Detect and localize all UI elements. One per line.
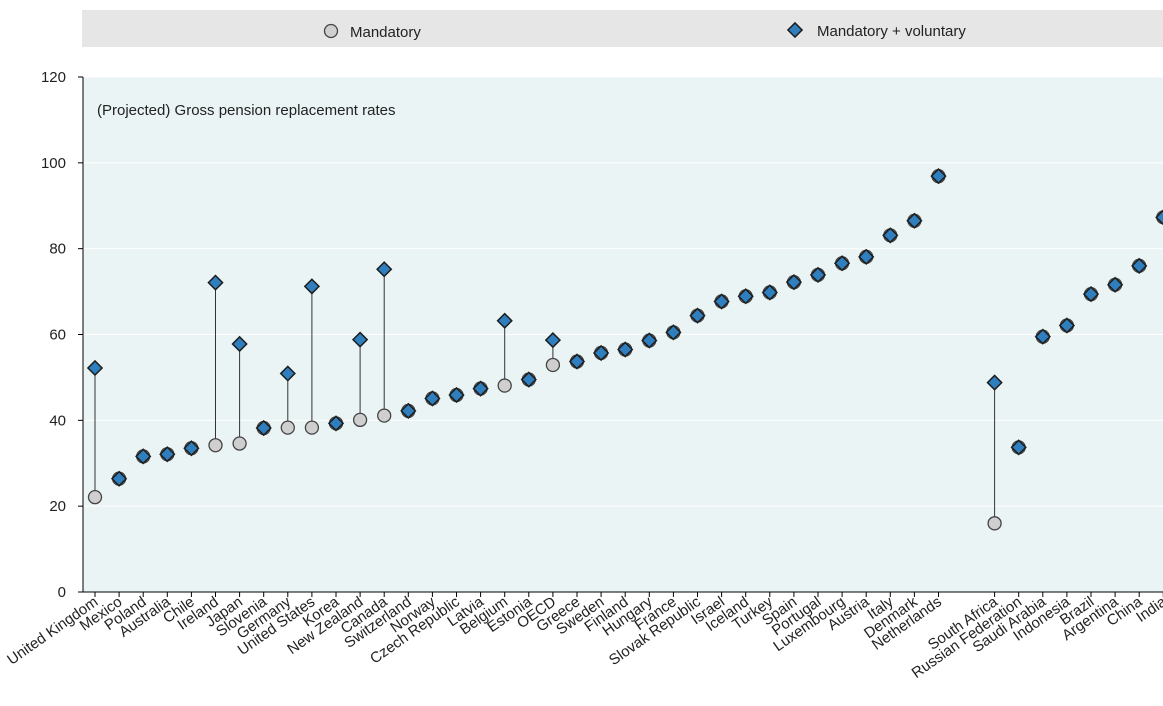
voluntary-point-new-zealand [351, 331, 369, 348]
voluntary-point-france [665, 324, 682, 341]
voluntary-point-chile [183, 440, 200, 457]
voluntary-point-mexico [110, 470, 128, 487]
voluntary-point-saudi-arabia [1034, 328, 1051, 345]
y-axis-ticks: 0 20 40 60 80 100 120 [41, 69, 83, 601]
voluntary-point-hungary [641, 332, 658, 349]
mandatory-point-germany [280, 420, 295, 435]
mandatory-point-united-states [304, 420, 320, 435]
voluntary-point-united-kingdom [86, 359, 104, 377]
legend-background [82, 10, 1163, 47]
voluntary-point-japan [231, 335, 248, 353]
voluntary-point-argentina [1106, 276, 1124, 293]
mandatory-point-belgium [497, 378, 512, 393]
voluntary-point-switzerland [400, 402, 417, 420]
stems [94, 269, 996, 524]
voluntary-point-poland [135, 448, 152, 465]
voluntary-point-iceland [737, 288, 754, 305]
y-tick-label-40: 40 [49, 412, 66, 429]
y-tick-label-80: 80 [49, 241, 66, 258]
voluntary-point-sweden [592, 344, 610, 362]
voluntary-point-australia [159, 446, 176, 463]
voluntary-point-luxembourg [833, 255, 851, 272]
voluntary-point-belgium [496, 312, 513, 329]
y-tick-label-20: 20 [49, 498, 66, 515]
voluntary-point-austria [858, 248, 875, 265]
voluntary-point-czech-republic [448, 386, 465, 404]
mandatory-point-new-zealand [352, 412, 368, 428]
gridlines [83, 76, 1163, 507]
y-tick-label-60: 60 [49, 327, 66, 344]
mandatory-point-united-kingdom [87, 490, 103, 505]
chart-annotation: (Projected) Gross pension replacement ra… [97, 102, 395, 119]
voluntary-point-indonesia [1058, 317, 1076, 334]
legend-mandatory-marker [323, 23, 339, 39]
y-tick-label-120: 120 [41, 69, 66, 86]
voluntary-point-denmark [906, 212, 923, 229]
voluntary-point-turkey [761, 284, 778, 301]
voluntary-point-united-states [303, 278, 321, 295]
voluntary-point-estonia [520, 371, 537, 388]
voluntary-point-brazil [1082, 286, 1100, 303]
voluntary-point-latvia [472, 380, 489, 397]
mandatory-point-ireland [208, 438, 223, 453]
x-axis-labels: United KingdomMexicoPolandAustraliaChile… [4, 592, 1163, 682]
legend-voluntary-label: Mandatory + voluntary [817, 23, 966, 40]
voluntary-point-slovak-republic [689, 307, 706, 324]
mandatory-point-south-africa [987, 516, 1002, 531]
y-tick-label-0: 0 [58, 584, 66, 601]
voluntary-point-india [1155, 209, 1163, 226]
mandatory-point-oecd [545, 357, 561, 373]
voluntary-series [86, 168, 1163, 487]
voluntary-point-russian-federation [1010, 439, 1027, 456]
voluntary-point-canada [376, 261, 393, 278]
legend-mandatory-label: Mandatory [350, 24, 421, 41]
voluntary-point-finland [617, 341, 634, 358]
legend-voluntary-marker [786, 21, 804, 39]
mandatory-point-japan [232, 436, 247, 451]
voluntary-point-greece [568, 353, 586, 370]
legend: Mandatory Mandatory + voluntary [82, 10, 1163, 47]
voluntary-point-israel [713, 293, 730, 310]
voluntary-point-portugal [809, 266, 827, 283]
voluntary-point-norway [424, 390, 441, 407]
voluntary-point-korea [327, 415, 345, 432]
voluntary-point-netherlands [930, 168, 947, 185]
voluntary-point-italy [882, 227, 899, 244]
voluntary-point-ireland [207, 274, 224, 291]
voluntary-point-slovenia [255, 419, 272, 437]
voluntary-point-germany [279, 365, 296, 382]
mandatory-point-canada [377, 408, 392, 423]
voluntary-point-china [1131, 257, 1148, 274]
voluntary-point-oecd [544, 331, 562, 349]
y-tick-label-100: 100 [41, 155, 66, 172]
voluntary-point-south-africa [986, 374, 1003, 391]
voluntary-point-spain [785, 274, 803, 291]
